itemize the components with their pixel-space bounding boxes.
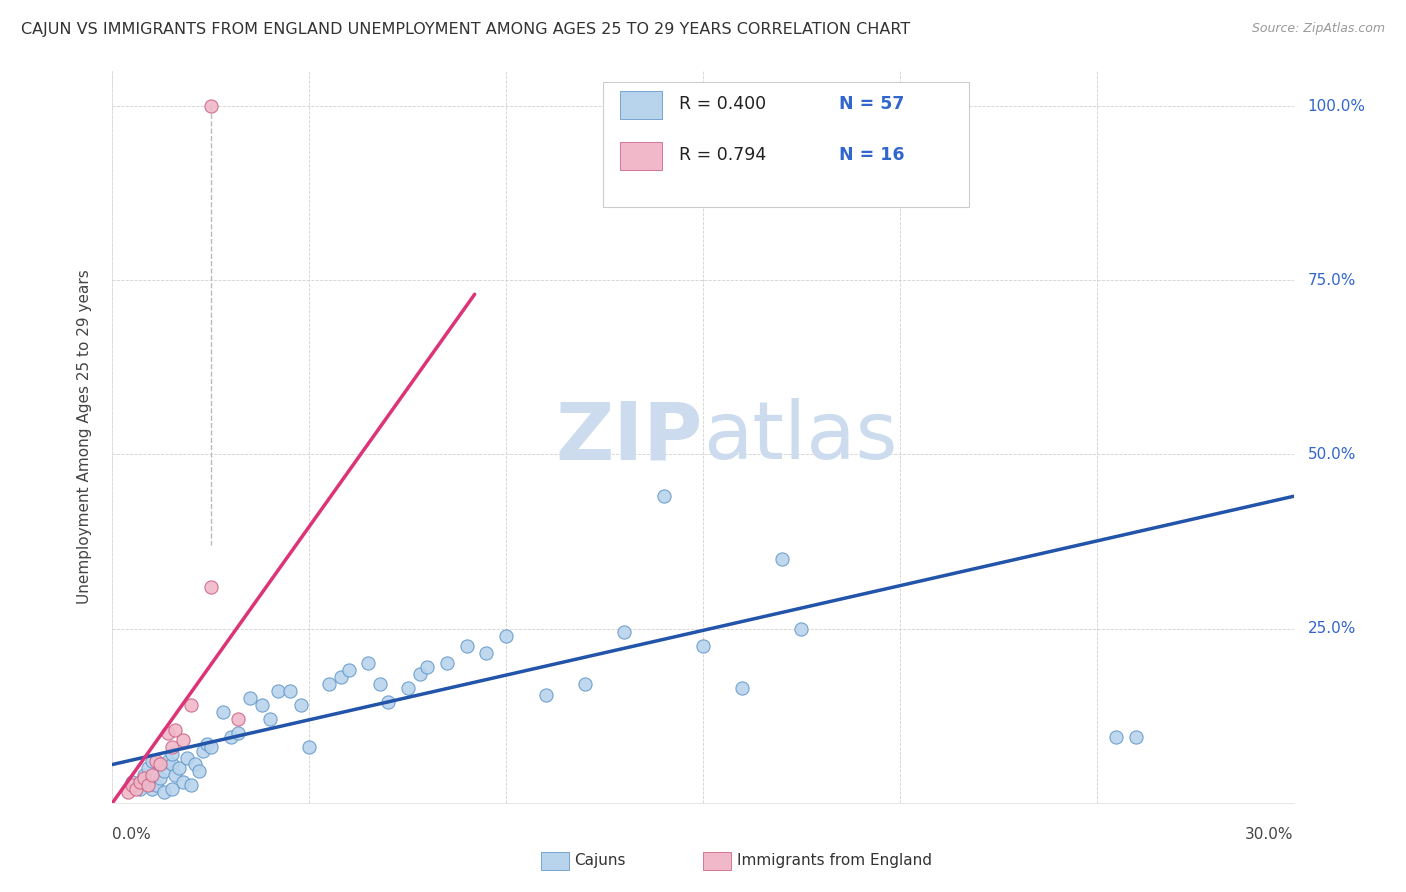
Point [456,639,478,653]
Text: 0.0%: 0.0% [112,827,152,841]
Point [290,698,312,713]
Point [169,761,191,775]
Point [239,691,262,706]
Point [250,698,273,713]
Point [149,772,172,786]
Point [200,580,222,594]
Point [172,775,194,789]
Point [267,684,290,698]
FancyBboxPatch shape [620,91,662,119]
Point [136,761,159,775]
Point [172,733,194,747]
Point [770,552,793,566]
Point [160,740,183,755]
Point [211,705,233,719]
Point [652,489,675,503]
Point [152,785,174,799]
Point [436,657,458,671]
Point [160,781,183,796]
Point [141,768,163,782]
Point [180,698,202,713]
Text: Cajuns: Cajuns [574,854,626,868]
Point [176,750,198,764]
Point [156,726,179,740]
FancyBboxPatch shape [603,82,969,207]
Point [152,764,174,779]
Y-axis label: Unemployment Among Ages 25 to 29 years: Unemployment Among Ages 25 to 29 years [77,269,91,605]
Text: 75.0%: 75.0% [1308,273,1355,288]
Point [141,781,163,796]
Point [165,723,187,737]
Point [125,781,148,796]
Text: N = 16: N = 16 [839,146,904,164]
Point [259,712,281,726]
Point [613,625,636,640]
Point [145,754,167,768]
Point [121,775,143,789]
Point [495,629,517,643]
Point [219,730,242,744]
Text: Source: ZipAtlas.com: Source: ZipAtlas.com [1251,22,1385,36]
Point [165,768,187,782]
Text: N = 57: N = 57 [839,95,904,113]
Point [278,684,301,698]
Point [534,688,557,702]
Point [1125,730,1147,744]
Point [121,778,143,792]
Point [141,754,163,768]
Point [329,670,352,684]
Point [200,99,222,113]
Point [149,757,172,772]
Point [160,747,183,761]
Point [368,677,391,691]
Point [145,778,167,792]
Point [188,764,211,779]
Text: Immigrants from England: Immigrants from England [737,854,932,868]
Point [790,622,813,636]
Text: 25.0%: 25.0% [1308,621,1355,636]
Point [117,785,139,799]
Point [692,639,714,653]
Point [228,726,250,740]
Text: R = 0.794: R = 0.794 [679,146,766,164]
Point [200,740,222,755]
Point [129,781,152,796]
Point [156,754,179,768]
Point [195,737,218,751]
Point [337,664,360,678]
Point [377,695,399,709]
Point [298,740,321,755]
Point [184,757,207,772]
Text: 50.0%: 50.0% [1308,447,1355,462]
Point [408,667,430,681]
Text: R = 0.400: R = 0.400 [679,95,766,113]
Text: atlas: atlas [703,398,897,476]
Point [475,646,498,660]
Point [132,768,155,782]
Point [228,712,250,726]
Point [357,657,380,671]
Text: 30.0%: 30.0% [1246,827,1294,841]
Point [318,677,340,691]
Point [396,681,419,695]
Point [574,677,596,691]
Point [416,660,439,674]
Point [129,775,152,789]
Point [136,778,159,792]
Text: 100.0%: 100.0% [1308,99,1365,113]
Point [132,772,155,786]
Point [731,681,754,695]
Point [191,743,214,757]
Point [180,778,202,792]
Point [1105,730,1128,744]
FancyBboxPatch shape [620,142,662,170]
Text: ZIP: ZIP [555,398,703,476]
Text: CAJUN VS IMMIGRANTS FROM ENGLAND UNEMPLOYMENT AMONG AGES 25 TO 29 YEARS CORRELAT: CAJUN VS IMMIGRANTS FROM ENGLAND UNEMPLO… [21,22,910,37]
Point [160,757,183,772]
